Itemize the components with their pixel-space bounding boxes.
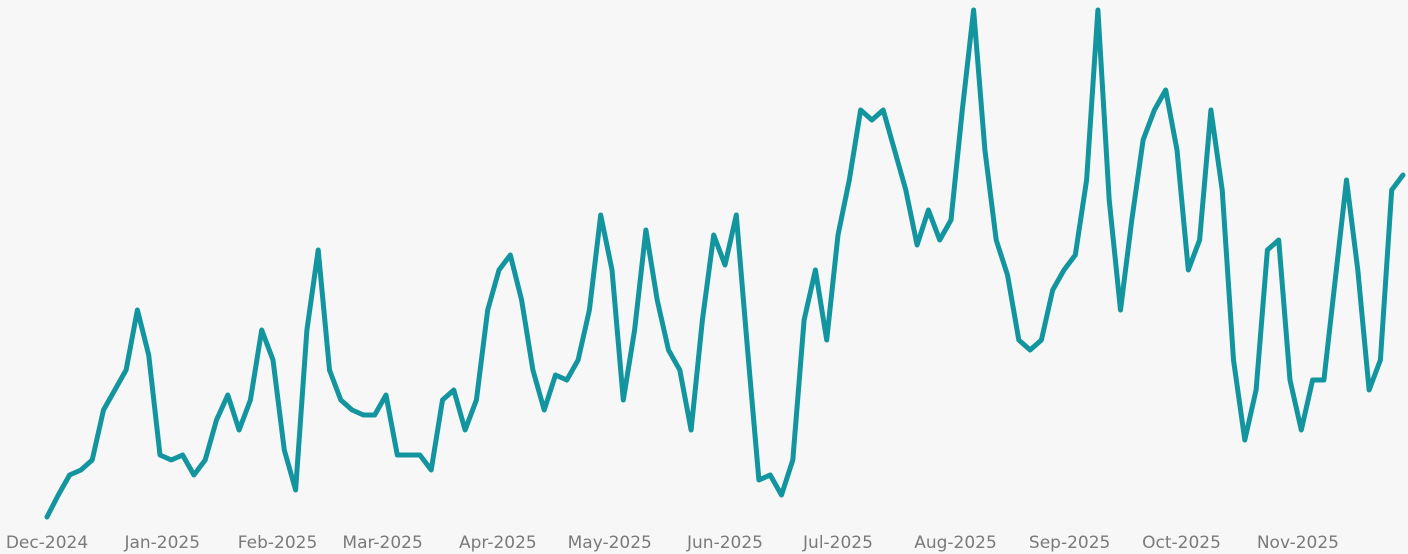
x-tick-label: May-2025	[568, 533, 652, 553]
x-tick-label: Aug-2025	[914, 533, 997, 553]
x-tick-label: Dec-2024	[6, 533, 88, 553]
x-tick-label: Jun-2025	[686, 533, 763, 553]
x-tick-label: Nov-2025	[1257, 533, 1339, 553]
x-tick-label: Apr-2025	[459, 533, 537, 553]
x-tick-label: Jul-2025	[802, 533, 873, 553]
x-tick-label: Feb-2025	[238, 533, 318, 553]
x-tick-label: Oct-2025	[1142, 533, 1221, 553]
series-line	[44, 7, 1406, 520]
x-tick-label: Sep-2025	[1029, 533, 1110, 553]
x-tick-label: Jan-2025	[123, 533, 200, 553]
x-tick-label: Mar-2025	[342, 533, 422, 553]
